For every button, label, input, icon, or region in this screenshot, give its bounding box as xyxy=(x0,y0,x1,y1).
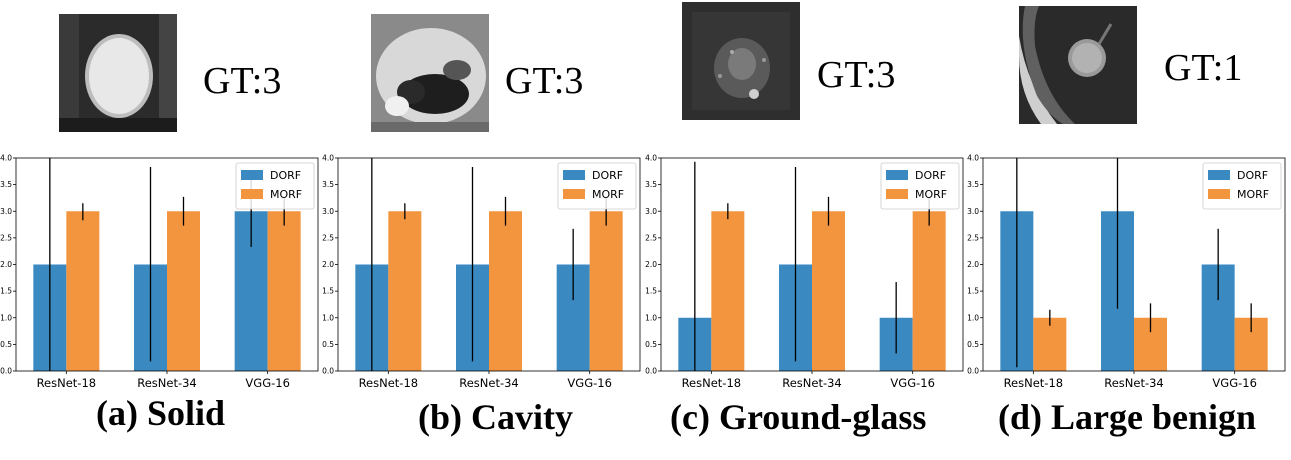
y-tick-label: 3.0 xyxy=(645,207,657,216)
y-tick-label: 1.0 xyxy=(645,313,657,322)
bar-morf xyxy=(912,211,946,371)
legend-label: DORF xyxy=(915,169,946,182)
y-tick-label: 2.5 xyxy=(967,233,979,242)
y-tick-label: 0.5 xyxy=(967,340,979,349)
bar-morf xyxy=(388,211,422,371)
y-tick-label: 3.5 xyxy=(967,180,979,189)
x-tick-label: ResNet-34 xyxy=(137,376,197,390)
y-tick-label: 0.0 xyxy=(645,367,657,376)
y-tick-label: 4.0 xyxy=(645,154,657,163)
bar-morf xyxy=(1033,317,1067,371)
y-tick-label: 2.5 xyxy=(0,233,12,242)
panel-caption: (b) Cavity xyxy=(418,397,573,437)
y-tick-label: 3.5 xyxy=(0,180,12,189)
legend-swatch-dorf xyxy=(1208,170,1230,180)
y-tick-label: 4.0 xyxy=(967,154,979,163)
legend-swatch-morf xyxy=(241,189,263,199)
y-tick-label: 1.5 xyxy=(322,287,334,296)
y-tick-label: 1.0 xyxy=(322,313,334,322)
legend-swatch-morf xyxy=(886,189,908,199)
y-tick-label: 1.5 xyxy=(0,287,12,296)
ground-truth-label: GT:3 xyxy=(505,60,584,102)
plot-frame xyxy=(15,157,319,372)
y-tick-label: 0.0 xyxy=(0,367,12,376)
panel-caption: (d) Large benign xyxy=(998,397,1257,437)
y-tick-label: 4.0 xyxy=(322,154,334,163)
panel-caption: (a) Solid xyxy=(96,393,226,433)
legend-label: DORF xyxy=(270,169,301,182)
y-tick-label: 0.0 xyxy=(322,367,334,376)
x-tick-label: VGG-16 xyxy=(1212,376,1256,390)
legend-label: DORF xyxy=(1237,169,1268,182)
x-tick-label: ResNet-18 xyxy=(1004,376,1064,390)
ground-truth-label: GT:1 xyxy=(1164,47,1243,89)
x-tick-label: ResNet-18 xyxy=(37,376,97,390)
plot-frame xyxy=(660,157,964,372)
x-tick-label: ResNet-34 xyxy=(782,376,842,390)
x-tick-label: VGG-16 xyxy=(890,376,934,390)
bar-morf xyxy=(812,211,845,371)
y-tick-label: 0.5 xyxy=(645,340,657,349)
y-tick-label: 3.5 xyxy=(322,180,334,189)
bar-chart-large-benign: 0.0 0.5 1.0 1.5 2.0 2.5 3.0 3.5 4.0 ResNet-18 ResN… xyxy=(967,154,1286,390)
y-tick-label: 1.5 xyxy=(967,287,979,296)
nodule-thumbnail-ground-glass xyxy=(682,2,800,120)
nodule-thumbnail-large-benign xyxy=(1019,6,1137,124)
ground-truth-label: GT:3 xyxy=(203,60,282,102)
bar-morf xyxy=(711,211,745,371)
x-tick-label: VGG-16 xyxy=(245,376,289,390)
legend-label: MORF xyxy=(1237,188,1269,201)
bar-chart-ground-glass: 0.0 0.5 1.0 1.5 2.0 2.5 3.0 3.5 4.0 ResNet-18 ResN… xyxy=(645,154,964,390)
legend-swatch-morf xyxy=(1208,189,1230,199)
y-tick-label: 0.5 xyxy=(0,340,12,349)
x-tick-label: ResNet-34 xyxy=(459,376,519,390)
y-tick-label: 2.5 xyxy=(322,233,334,242)
y-tick-label: 3.0 xyxy=(0,207,12,216)
x-tick-label: ResNet-18 xyxy=(682,376,742,390)
y-tick-label: 2.0 xyxy=(322,260,334,269)
y-tick-label: 0.0 xyxy=(967,367,979,376)
y-tick-label: 2.0 xyxy=(645,260,657,269)
nodule-thumbnail-cavity xyxy=(371,14,489,132)
bar-morf xyxy=(267,211,301,371)
y-tick-label: 3.5 xyxy=(645,180,657,189)
bar-morf xyxy=(167,211,200,371)
bar-morf xyxy=(66,211,100,371)
legend-swatch-morf xyxy=(563,189,585,199)
legend-swatch-dorf xyxy=(241,170,263,180)
x-tick-label: ResNet-18 xyxy=(359,376,419,390)
y-tick-label: 2.5 xyxy=(645,233,657,242)
plot-frame xyxy=(982,157,1286,372)
y-tick-label: 4.0 xyxy=(0,154,12,163)
x-tick-label: VGG-16 xyxy=(567,376,611,390)
bar-chart-cavity: 0.0 0.5 1.0 1.5 2.0 2.5 3.0 3.5 4.0 ResNet-18 ResN… xyxy=(322,154,641,390)
y-tick-label: 1.5 xyxy=(645,287,657,296)
bar-chart-solid: 0.0 0.5 1.0 1.5 2.0 2.5 3.0 3.5 4.0 ResNet-18 ResN… xyxy=(0,154,319,390)
y-tick-label: 1.0 xyxy=(967,313,979,322)
y-tick-label: 0.5 xyxy=(322,340,334,349)
nodule-thumbnail-solid xyxy=(59,14,177,132)
legend-swatch-dorf xyxy=(886,170,908,180)
y-tick-label: 3.0 xyxy=(322,207,334,216)
panel-caption: (c) Ground-glass xyxy=(670,397,927,437)
ground-truth-label: GT:3 xyxy=(817,54,896,96)
bar-morf xyxy=(489,211,522,371)
x-tick-label: ResNet-34 xyxy=(1104,376,1164,390)
legend-label: MORF xyxy=(915,188,947,201)
y-tick-label: 3.0 xyxy=(967,207,979,216)
plot-frame xyxy=(337,157,641,372)
y-tick-label: 2.0 xyxy=(0,260,12,269)
y-tick-label: 2.0 xyxy=(967,260,979,269)
y-tick-label: 1.0 xyxy=(0,313,12,322)
legend-label: DORF xyxy=(592,169,623,182)
legend-label: MORF xyxy=(270,188,302,201)
legend-label: MORF xyxy=(592,188,624,201)
legend-swatch-dorf xyxy=(563,170,585,180)
bar-morf xyxy=(589,211,623,371)
